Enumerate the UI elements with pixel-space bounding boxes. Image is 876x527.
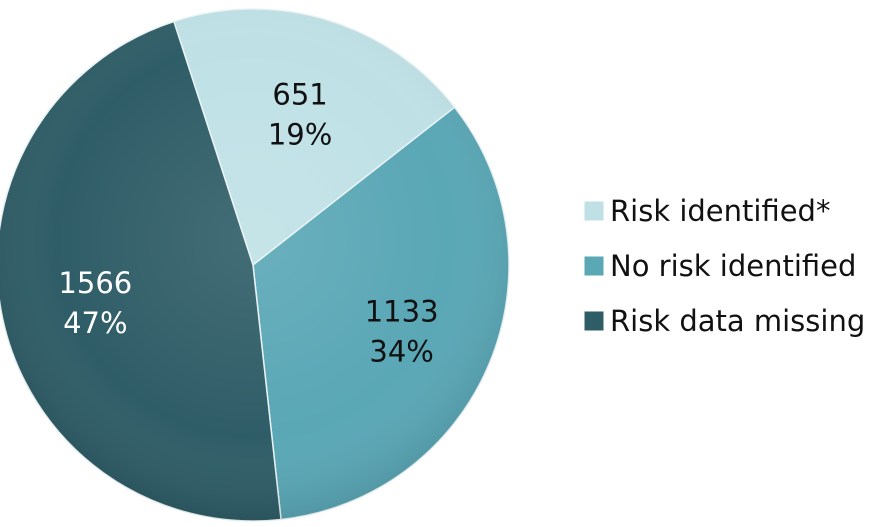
legend-label-2: Risk data missing	[610, 304, 865, 338]
slice-value-label: 1566	[58, 266, 132, 300]
legend-swatch-0	[583, 200, 605, 222]
slice-percent-label: 19%	[268, 118, 332, 152]
slice-percent-label: 47%	[63, 306, 127, 340]
pie-slice-labels: 651 19% 1133 34% 1566 47%	[58, 78, 438, 369]
legend-swatch-2	[583, 310, 605, 332]
slice-percent-label: 34%	[369, 335, 433, 369]
legend-label-0: Risk identified*	[610, 194, 830, 228]
slice-value-label: 1133	[365, 295, 439, 329]
legend-swatch-1	[583, 255, 605, 277]
legend-label-1: No risk identified	[610, 249, 856, 283]
slice-value-label: 651	[272, 78, 327, 112]
legend: Risk identified* No risk identified Risk d…	[583, 194, 865, 338]
